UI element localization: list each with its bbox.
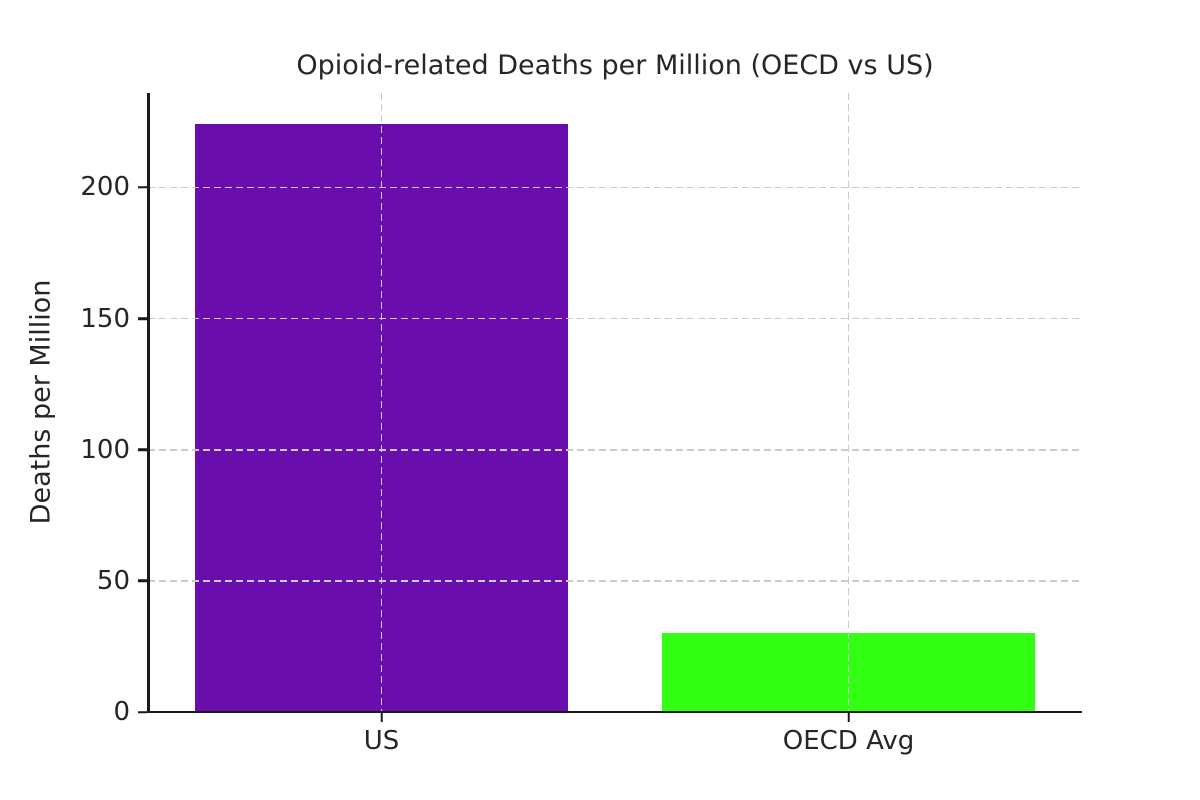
y-axis-label: Deaths per Million <box>25 279 57 525</box>
x-tick-mark <box>380 713 383 722</box>
horizontal-gridline <box>148 448 1082 451</box>
y-tick-label: 200 <box>80 172 130 203</box>
y-tick-mark <box>138 579 147 583</box>
vertical-gridline <box>380 93 383 712</box>
y-tick-mark <box>138 186 147 189</box>
x-tick-label: US <box>363 726 400 756</box>
y-tick-label: 150 <box>80 303 130 334</box>
y-tick-label: 0 <box>113 697 130 727</box>
y-tick-mark <box>138 317 147 320</box>
x-tick-label: OECD Avg <box>782 726 915 756</box>
x-tick-mark <box>847 713 850 722</box>
vertical-gridline <box>847 93 850 712</box>
chart-title: Opioid-related Deaths per Million (OECD … <box>296 50 934 81</box>
x-axis-spine <box>147 710 1082 713</box>
horizontal-gridline <box>148 317 1082 320</box>
y-tick-label: 50 <box>96 565 130 596</box>
y-tick-mark <box>138 448 147 451</box>
horizontal-gridline <box>148 186 1082 189</box>
y-axis-spine <box>147 93 150 712</box>
y-tick-label: 100 <box>80 434 130 465</box>
y-tick-mark <box>138 710 147 714</box>
horizontal-gridline <box>148 580 1082 582</box>
plot-area: US OECD Avg 0 50 100 150 200 <box>80 93 1082 754</box>
